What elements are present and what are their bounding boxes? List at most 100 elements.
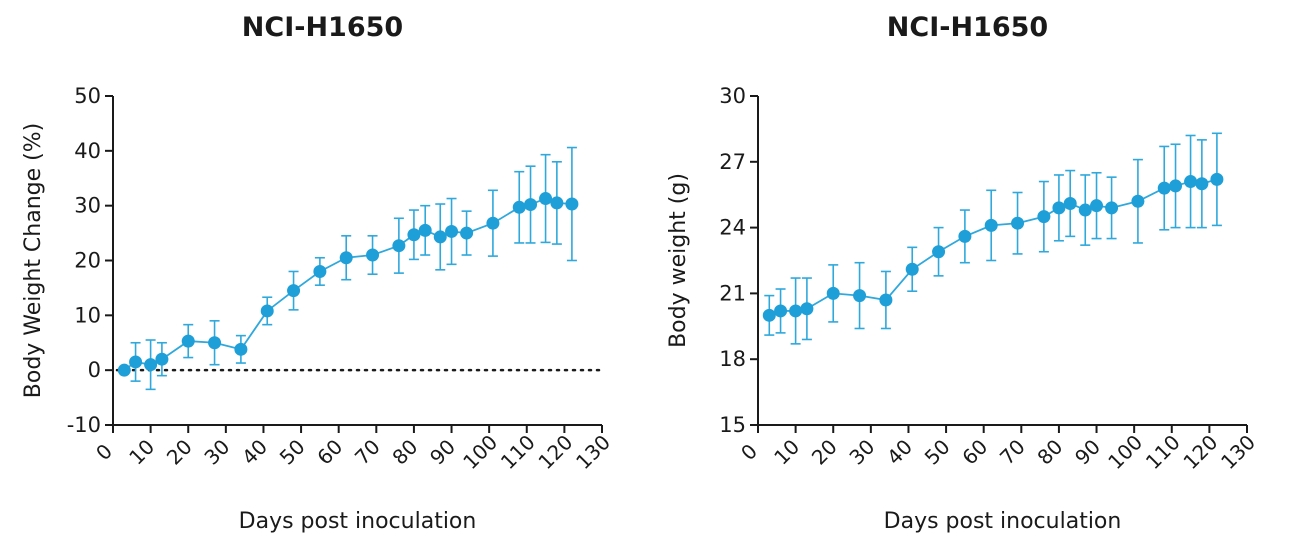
data-point	[407, 228, 421, 242]
data-point	[486, 216, 500, 230]
data-point	[287, 284, 301, 298]
x-tick-label: 100	[1103, 430, 1147, 474]
x-axis-label: Days post inoculation	[239, 509, 477, 534]
x-tick-label: 20	[162, 435, 197, 470]
y-tick-label: 50	[74, 84, 101, 108]
x-tick-label: 30	[844, 435, 879, 470]
data-point	[1184, 175, 1198, 189]
data-point	[1063, 196, 1077, 210]
data-point	[445, 224, 459, 238]
data-point	[1169, 179, 1183, 193]
y-tick-label: 40	[74, 139, 101, 163]
x-tick-label: 130	[571, 430, 615, 474]
data-point	[800, 302, 814, 316]
chart-title-text: NCI-H1650	[241, 12, 404, 43]
y-axis-label: Body weight (g)	[666, 173, 691, 348]
chart-panel-right: NCI-H1650 15 18 21 24 27 30 0 10 20 30 40 50 60 70 80 9…	[645, 0, 1290, 547]
data-point	[512, 200, 526, 214]
data-point	[905, 262, 919, 276]
x-tick-label: 100	[458, 430, 502, 474]
data-point	[853, 289, 867, 303]
chart-title-text: NCI-H1650	[886, 12, 1049, 43]
data-point	[129, 355, 143, 369]
x-tick-label: 90	[1070, 435, 1105, 470]
data-point	[565, 197, 579, 211]
data-point	[774, 304, 788, 318]
x-tick-label: 30	[199, 435, 234, 470]
x-tick-label: 40	[237, 435, 272, 470]
data-point	[1210, 172, 1224, 186]
x-tick-label: 60	[957, 435, 992, 470]
data-point	[313, 264, 327, 278]
y-tick-label: 15	[719, 413, 746, 437]
data-point	[826, 286, 840, 300]
data-point	[144, 358, 158, 372]
data-point	[958, 229, 972, 243]
x-tick-label: 120	[1178, 430, 1222, 474]
data-point	[433, 230, 447, 244]
y-tick-label: -10	[67, 413, 101, 437]
y-tick-label: 27	[719, 150, 746, 174]
data-point	[155, 352, 169, 366]
data-point	[460, 226, 474, 240]
x-tick-label: 80	[1032, 435, 1067, 470]
data-point	[392, 239, 406, 253]
x-axis-label: Days post inoculation	[884, 509, 1122, 534]
data-point	[1078, 203, 1092, 217]
x-tick-label: 10	[124, 435, 159, 470]
x-tick-label: 70	[995, 435, 1030, 470]
y-tick-label: 0	[88, 358, 101, 382]
data-point	[879, 293, 893, 307]
data-point	[1090, 199, 1104, 213]
data-point	[366, 248, 380, 262]
x-tick-label: 50	[920, 435, 955, 470]
data-point	[984, 218, 998, 232]
x-tick-label: 130	[1216, 430, 1260, 474]
x-tick-label: 0	[736, 439, 762, 465]
y-tick-label: 30	[74, 194, 101, 218]
data-point	[550, 196, 564, 210]
data-point	[260, 304, 274, 318]
x-tick-label: 110	[1141, 430, 1185, 474]
x-tick-label: 90	[425, 435, 460, 470]
data-point	[339, 251, 353, 265]
data-point	[932, 245, 946, 259]
y-tick-label: 10	[74, 303, 101, 327]
y-tick-label: 30	[719, 84, 746, 108]
data-point	[539, 192, 553, 206]
x-tick-label: 20	[807, 435, 842, 470]
y-tick-label: 24	[719, 216, 746, 240]
x-tick-label: 50	[275, 435, 310, 470]
chart-title-right: NCI-H1650	[645, 12, 1290, 43]
x-tick-label: 70	[350, 435, 385, 470]
data-point	[181, 334, 195, 348]
data-point	[1105, 201, 1119, 215]
data-point	[1037, 210, 1051, 224]
y-tick-label: 18	[719, 347, 746, 371]
data-point	[524, 198, 538, 212]
data-point	[1157, 181, 1171, 195]
y-tick-label: 21	[719, 281, 746, 305]
x-tick-label: 120	[533, 430, 577, 474]
data-point	[1052, 201, 1066, 215]
data-point	[762, 308, 776, 322]
data-point	[789, 304, 803, 318]
data-point	[117, 363, 131, 377]
data-point	[234, 342, 248, 356]
x-tick-label: 40	[882, 435, 917, 470]
x-tick-label: 80	[387, 435, 422, 470]
data-point	[1011, 216, 1025, 230]
data-point	[418, 223, 432, 237]
x-tick-label: 0	[91, 439, 117, 465]
data-point	[208, 336, 222, 350]
x-tick-label: 60	[312, 435, 347, 470]
data-point	[1195, 177, 1209, 191]
x-tick-label: 10	[769, 435, 804, 470]
x-tick-label: 110	[496, 430, 540, 474]
y-axis-label: Body Weight Change (%)	[21, 123, 46, 398]
chart-panel-left: NCI-H1650 -10 0 10 20 30 40 50 0 10 20 30 40 50 60 70 8…	[21, 12, 615, 534]
data-point	[1131, 194, 1145, 208]
y-tick-label: 20	[74, 249, 101, 273]
